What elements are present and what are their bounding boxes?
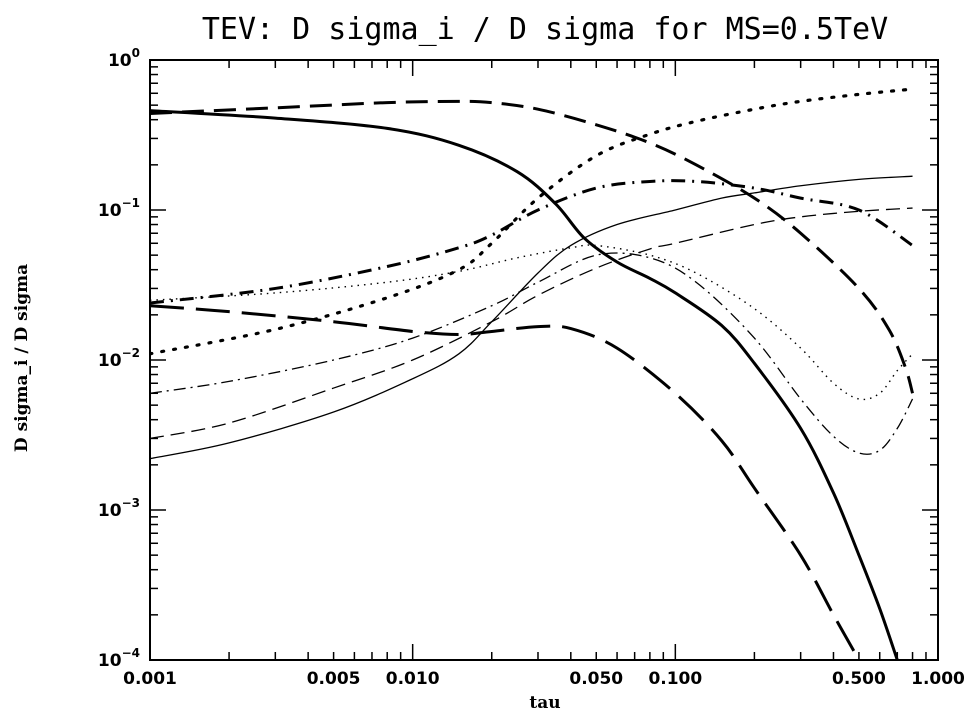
x-tick-label: 0.001 (123, 669, 177, 689)
x-tick-label: 0.010 (386, 669, 440, 689)
y-tick-label: 10−4 (98, 646, 140, 671)
x-tick-label: 0.100 (648, 669, 702, 689)
chart-title: TEV: D sigma_i / D sigma for MS=0.5TeV (202, 12, 888, 47)
series-line-1-thick-solid (150, 109, 899, 660)
y-tick-labels: 100 10−1 10−2 10−3 10−4 (98, 46, 140, 671)
series-line-2-thick-short-dash (150, 99, 914, 394)
y-tick-label: 10−1 (98, 196, 140, 221)
axis-ticks (149, 60, 938, 661)
series-line-6-thin-solid (150, 175, 913, 460)
series-line-3-thick-long-dash (150, 304, 861, 660)
series-line-8-thin-dot (150, 244, 914, 401)
y-tick-label: 10−3 (98, 496, 140, 521)
series-line-4-thick-dot (150, 87, 915, 356)
y-tick-label: 10−2 (98, 346, 140, 371)
plot-border (149, 59, 939, 661)
x-tick-label: 0.050 (569, 669, 623, 689)
x-tick-label: 1.000 (911, 669, 965, 689)
x-axis-label: tau (529, 693, 560, 713)
x-tick-labels: 0.001 0.005 0.010 0.050 0.100 0.500 1.000 (123, 669, 965, 689)
series-line-7-thin-dash (150, 207, 913, 440)
x-tick-label: 0.500 (832, 669, 886, 689)
series-group (150, 87, 915, 660)
x-tick-label: 0.005 (307, 669, 361, 689)
y-tick-label: 100 (108, 46, 140, 71)
series-line-9-thin-dashdot (150, 252, 914, 455)
plot-frame (149, 59, 939, 661)
series-line-5-thick-dashdot (150, 179, 914, 305)
y-axis-label: D sigma_i / D sigma (12, 264, 32, 452)
